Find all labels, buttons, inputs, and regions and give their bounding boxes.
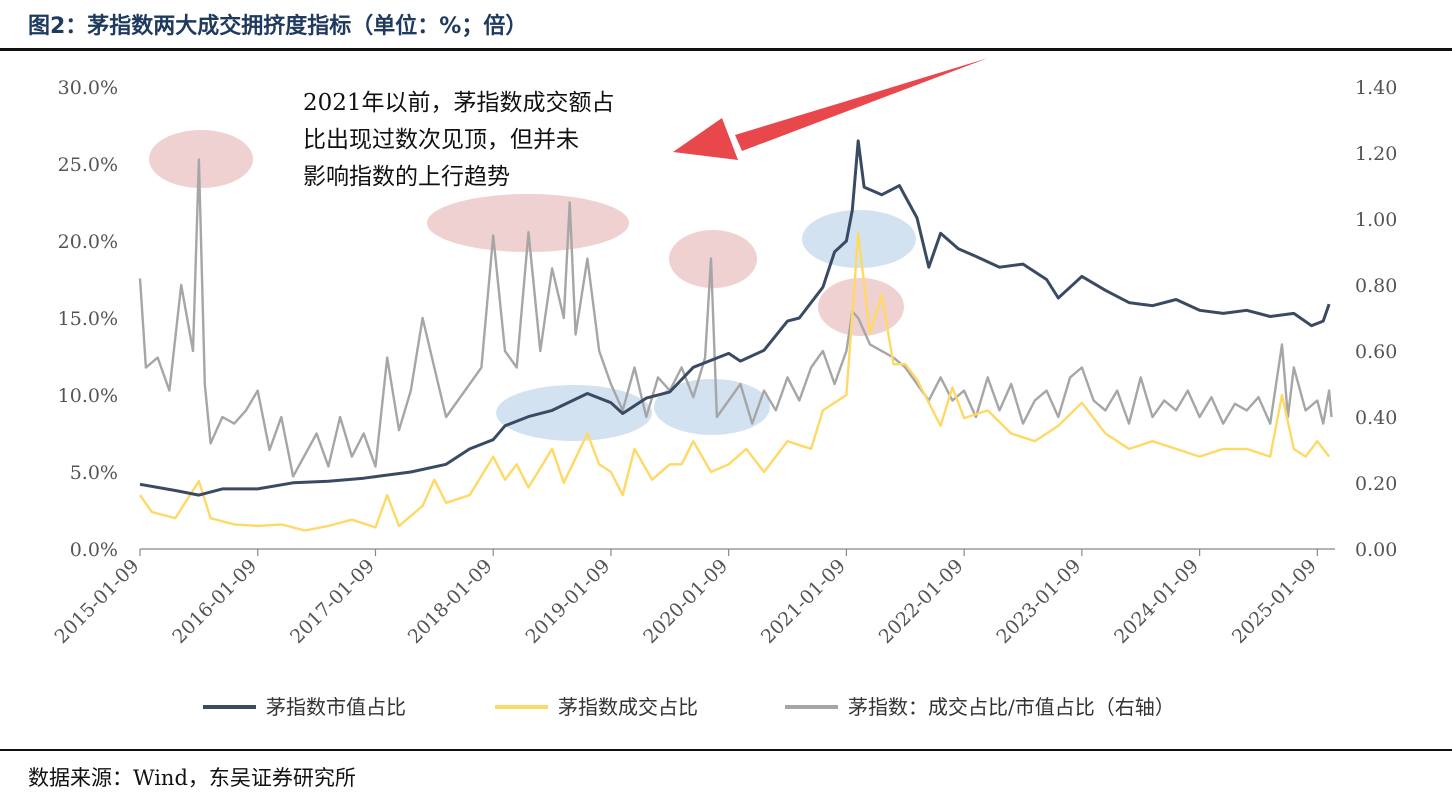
y-left-tick-label: 25.0% xyxy=(58,154,118,176)
x-tick-label: 2024-01-09 xyxy=(1110,555,1203,648)
legend: 茅指数市值占比 茅指数成交占比 茅指数：成交占比/市值占比（右轴） xyxy=(203,695,1175,719)
x-tick-label: 2021-01-09 xyxy=(757,555,850,648)
y-right-tick-label: 1.40 xyxy=(1355,77,1397,99)
annotation-line-1: 2021年以前，茅指数成交额占 xyxy=(303,90,615,116)
x-tick-label: 2020-01-09 xyxy=(639,555,732,648)
annotation: 2021年以前，茅指数成交额占 比出现过数次见顶，但并未 影响指数的上行趋势 xyxy=(303,90,615,190)
annotation-line-3: 影响指数的上行趋势 xyxy=(303,164,510,190)
top-rule xyxy=(0,48,1452,51)
y-right-tick-label: 1.20 xyxy=(1355,143,1397,165)
y-right-tick-label: 0.60 xyxy=(1355,341,1397,363)
annotation-arrow xyxy=(673,58,988,160)
legend-label: 茅指数市值占比 xyxy=(266,695,406,719)
figure-title: 图2：茅指数两大成交拥挤度指标（单位：%；倍） xyxy=(28,14,528,39)
y-left-tick-label: 5.0% xyxy=(70,462,118,484)
y-left-tick-label: 20.0% xyxy=(58,231,118,253)
annotation-line-2: 比出现过数次见顶，但并未 xyxy=(303,127,579,153)
series-market-cap-share xyxy=(139,139,1331,497)
x-tick-label: 2016-01-09 xyxy=(168,555,261,648)
highlight-2020-cap xyxy=(654,379,770,435)
series-turnover-share xyxy=(139,232,1331,532)
y-left-tick-label: 10.0% xyxy=(58,385,118,407)
highlight-2021-turnover xyxy=(818,278,904,336)
x-tick-label: 2023-01-09 xyxy=(992,555,1085,648)
y-right-tick-label: 1.00 xyxy=(1355,209,1397,231)
x-tick-label: 2025-01-09 xyxy=(1228,555,1321,648)
highlight-2019 xyxy=(669,230,757,288)
y-right-tick-label: 0.40 xyxy=(1355,407,1397,429)
y-left-tick-label: 15.0% xyxy=(58,308,118,330)
y-right-tick-label: 0.00 xyxy=(1355,539,1397,561)
legend-label: 茅指数成交占比 xyxy=(558,695,698,719)
highlight-2018-cap xyxy=(496,385,652,441)
x-tick-label: 2017-01-09 xyxy=(286,555,379,648)
series-layer xyxy=(138,139,1333,532)
series-ratio xyxy=(138,158,1333,478)
y-left-tick-label: 30.0% xyxy=(58,77,118,99)
highlight-2015 xyxy=(149,130,253,188)
bottom-rule xyxy=(0,749,1452,751)
x-tick-label: 2015-01-09 xyxy=(51,555,144,648)
arrow-shaft xyxy=(735,58,988,151)
x-tick-label: 2019-01-09 xyxy=(521,555,614,648)
x-tick-label: 2018-01-09 xyxy=(404,555,497,648)
arrow-head xyxy=(673,118,738,160)
y-left-tick-label: 0.0% xyxy=(70,539,118,561)
source-note: 数据来源：Wind，东吴证券研究所 xyxy=(28,766,356,790)
highlight-2018 xyxy=(427,194,629,252)
y-right-tick-label: 0.80 xyxy=(1355,275,1397,297)
chart: 0.0% 5.0% 10.0% 15.0% 20.0% 25.0% 30.0% 0.00 0.2… xyxy=(51,58,1397,719)
legend-label: 茅指数：成交占比/市值占比（右轴） xyxy=(848,695,1175,719)
y-right-tick-label: 0.20 xyxy=(1355,473,1397,495)
x-tick-label: 2022-01-09 xyxy=(875,555,968,648)
